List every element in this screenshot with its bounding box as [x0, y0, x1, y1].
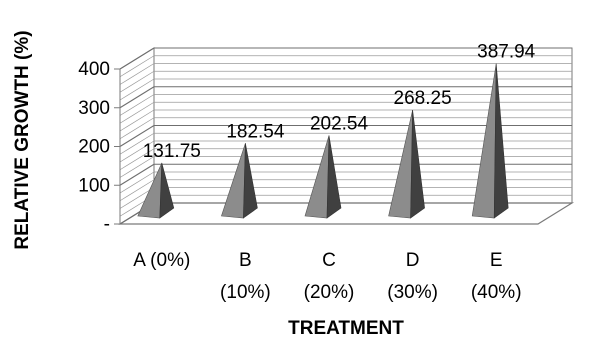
gridline-side	[119, 148, 155, 171]
bars	[137, 63, 509, 219]
x-tick-label: D	[406, 250, 420, 271]
x-axis-title: TREATMENT	[288, 318, 404, 339]
gridline-side	[119, 179, 155, 202]
gridline-side	[119, 117, 155, 140]
data-label: 182.54	[226, 121, 285, 142]
y-tick-label: -	[104, 214, 110, 235]
gridline-side	[119, 140, 155, 163]
x-tick-label-line2: (20%)	[304, 282, 355, 303]
gridline-side	[119, 78, 155, 101]
x-tick-label: C	[322, 250, 336, 271]
x-tick-label: E	[490, 250, 503, 271]
y-axis-title: RELATIVE GROWTH (%)	[12, 30, 33, 249]
y-tick-label: 400	[78, 59, 110, 80]
data-labels: 131.75 182.54 202.54 268.25 387.94	[143, 42, 536, 162]
gridline-side	[119, 70, 155, 93]
data-label: 202.54	[310, 114, 369, 135]
y-tick-labels: - 100 200 300 400	[78, 59, 110, 235]
x-tick-label: A (0%)	[133, 250, 190, 271]
bar-pyramid-side	[326, 135, 342, 219]
x-tick-label-line2: (40%)	[471, 282, 522, 303]
gridline-side	[119, 55, 155, 78]
data-label: 387.94	[477, 42, 536, 63]
gridline-side	[119, 171, 155, 194]
gridline-side	[119, 187, 155, 209]
data-label: 131.75	[143, 141, 201, 162]
x-tick-label: B	[239, 250, 252, 271]
bar-pyramid-side	[410, 110, 425, 219]
data-label: 268.25	[394, 88, 452, 109]
gridline-side	[119, 109, 155, 132]
gridline-side	[119, 163, 155, 186]
gridline-side	[119, 86, 155, 109]
x-tick-label-line2: (10%)	[220, 282, 271, 303]
y-tick-label: 200	[78, 137, 110, 158]
gridline-side	[119, 101, 155, 124]
gridline-side	[119, 132, 155, 155]
y-tick-label: 300	[78, 98, 110, 119]
bar-pyramid-side	[493, 63, 509, 219]
gridline-side	[119, 94, 155, 116]
gridline-side	[119, 63, 155, 85]
gridline-side	[119, 125, 155, 147]
bar-pyramid-side	[243, 143, 258, 219]
x-tick-labels: A (0%) B (10%) C (20%) D (30%) E (40%)	[133, 250, 521, 303]
bar-pyramid-side	[159, 162, 175, 219]
gridline-side	[119, 47, 155, 70]
y-tick-label: 100	[78, 175, 110, 196]
gridline-side	[119, 156, 155, 178]
x-tick-label-line2: (30%)	[387, 282, 438, 303]
